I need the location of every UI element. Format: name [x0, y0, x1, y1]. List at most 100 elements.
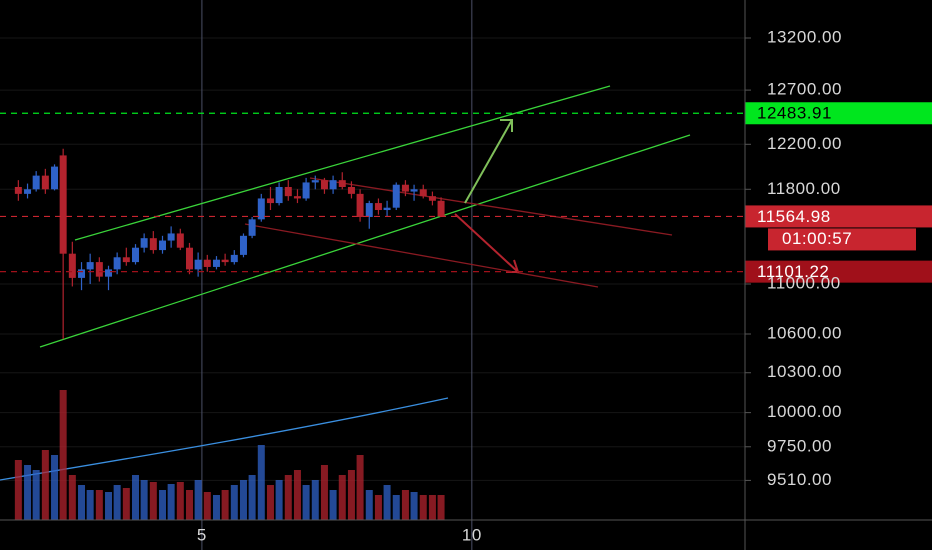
grid [0, 0, 745, 550]
volume-bar [266, 485, 274, 520]
channel-upper [74, 85, 611, 241]
volume-bar [293, 470, 301, 520]
candle-body [266, 198, 274, 204]
volume-bar [230, 485, 238, 520]
volume-bar [122, 488, 130, 520]
candle-body [59, 155, 67, 254]
candles [14, 148, 445, 340]
countdown: 01:00:57 [782, 229, 852, 248]
candle-body [302, 182, 310, 199]
volume [14, 390, 445, 520]
candle-body [41, 175, 49, 190]
candle-body [347, 186, 355, 194]
volume-bar [212, 495, 220, 520]
volume-bar [140, 480, 148, 520]
candle-body [329, 180, 337, 190]
volume-bar [356, 455, 364, 520]
volume-bar [105, 492, 113, 520]
candle-body [365, 203, 373, 218]
volume-bar [194, 480, 202, 520]
candle-body [203, 259, 211, 267]
candle-body [410, 189, 418, 192]
y-tick-label: 10300.00 [767, 362, 842, 381]
candle-body [356, 193, 364, 218]
volume-bar [419, 495, 427, 520]
volume-bar [41, 450, 49, 520]
candle-body [86, 262, 94, 270]
y-tick-label: 10000.00 [767, 402, 842, 421]
candle-body [167, 233, 175, 241]
level-label: 12483.91 [757, 104, 832, 123]
volume-bar [347, 470, 355, 520]
y-tick-label: 12200.00 [767, 134, 842, 153]
volume-bar [113, 485, 121, 520]
volume-bar [320, 465, 328, 520]
volume-bar [68, 475, 76, 520]
candle-body [392, 184, 400, 208]
volume-bar [24, 465, 32, 520]
candle-body [212, 259, 220, 267]
volume-bar [221, 490, 229, 520]
volume-bar [32, 470, 40, 520]
candle-body [374, 203, 382, 211]
countdown-box [768, 228, 916, 251]
level-label: 11564.98 [757, 207, 831, 226]
volume-bar [401, 490, 409, 520]
candle-body [284, 186, 292, 197]
volume-bar [149, 482, 157, 520]
candle-body [149, 238, 157, 251]
volume-bar [437, 495, 445, 520]
candle-body [239, 235, 247, 255]
channel-lower [39, 134, 691, 348]
volume-bar [59, 390, 67, 520]
volume-bar [14, 460, 22, 520]
y-tick-label: 9750.00 [767, 436, 832, 455]
volume-bar [203, 492, 211, 520]
candle-body [14, 186, 22, 194]
axis-labels: 13200.00 12700.00 12200.00 11800.00 11000.00… [197, 27, 842, 544]
level-label-box [745, 260, 932, 283]
candle-body [221, 259, 229, 263]
volume-bar [365, 490, 373, 520]
y-tick-label: 11800.00 [767, 179, 841, 198]
volume-bar [86, 490, 94, 520]
y-tick-label: 9510.00 [767, 470, 832, 489]
candle-body [78, 269, 86, 278]
candle-body [176, 233, 184, 248]
volume-bar [185, 490, 193, 520]
candle-body [158, 240, 166, 251]
candle-body [338, 180, 346, 187]
drawings [0, 85, 691, 481]
volume-bar [95, 490, 103, 520]
volume-bar [239, 480, 247, 520]
volume-bar [132, 475, 140, 520]
candle-body [132, 247, 140, 263]
candle-body [51, 166, 59, 190]
volume-bar [374, 495, 382, 520]
level-label-box [745, 205, 932, 228]
candle-body [32, 175, 40, 190]
candle-body [68, 253, 76, 278]
candle-body [293, 196, 301, 199]
candle-body [428, 196, 436, 201]
candle-body [383, 207, 391, 211]
volume-bar [410, 492, 418, 520]
levels: 12483.91 11564.98 01:00:57 11101.22 [0, 102, 932, 283]
volume-bar [248, 475, 256, 520]
candle-body [419, 189, 427, 197]
candle-body [311, 180, 319, 183]
red-channel-upper [309, 177, 673, 236]
level-label: 11101.22 [757, 262, 829, 281]
candle-body [257, 198, 265, 220]
candle-body [437, 200, 445, 217]
candle-body [401, 184, 409, 192]
arrow-up [464, 119, 513, 204]
candle-body [248, 219, 256, 236]
candle-body [140, 238, 148, 248]
volume-bar [167, 484, 175, 520]
y-tick-label: 12700.00 [767, 80, 842, 99]
x-tick-label: 5 [197, 525, 207, 544]
volume-bar [158, 490, 166, 520]
candle-body [24, 189, 32, 194]
